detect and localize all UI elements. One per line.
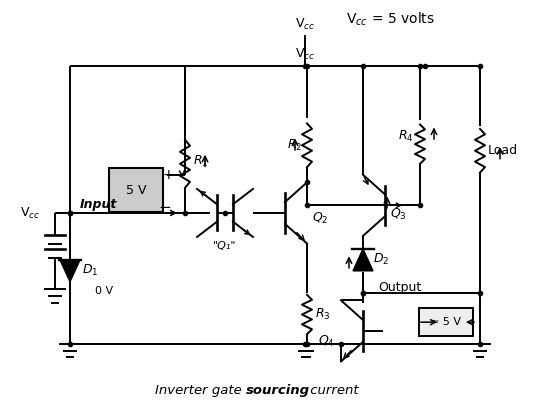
Text: "Q₁": "Q₁" xyxy=(213,241,237,251)
FancyBboxPatch shape xyxy=(109,168,163,212)
Text: $R_4$: $R_4$ xyxy=(398,129,414,144)
Text: V$_{cc}$: V$_{cc}$ xyxy=(295,47,315,62)
Text: −: − xyxy=(158,200,171,215)
Polygon shape xyxy=(60,260,80,282)
Text: $R_2$: $R_2$ xyxy=(287,138,302,153)
Polygon shape xyxy=(353,249,373,271)
Text: $R_3$: $R_3$ xyxy=(315,307,330,322)
Text: 5 V: 5 V xyxy=(126,183,146,197)
Text: $D_1$: $D_1$ xyxy=(82,263,99,278)
Text: Inverter gate: Inverter gate xyxy=(155,384,246,398)
Text: $Q_3$: $Q_3$ xyxy=(390,207,407,222)
FancyBboxPatch shape xyxy=(419,308,473,337)
Text: $R_1$: $R_1$ xyxy=(193,154,208,169)
Text: Load: Load xyxy=(488,144,518,157)
Text: $D_2$: $D_2$ xyxy=(373,252,389,268)
Text: V$_{cc}$: V$_{cc}$ xyxy=(20,205,40,220)
Text: V$_{cc}$: V$_{cc}$ xyxy=(295,17,315,32)
Text: Input: Input xyxy=(80,198,117,211)
Text: $Q_2$: $Q_2$ xyxy=(312,211,328,226)
Text: current: current xyxy=(306,384,359,398)
Text: $Q_4$: $Q_4$ xyxy=(318,334,335,349)
Text: 0 V: 0 V xyxy=(95,286,113,295)
Text: ≈ 5 V: ≈ 5 V xyxy=(431,317,462,327)
Text: Output: Output xyxy=(378,281,421,294)
Text: V$_{cc}$ = 5 volts: V$_{cc}$ = 5 volts xyxy=(345,11,434,28)
Text: sourcing: sourcing xyxy=(246,384,310,398)
Text: +: + xyxy=(162,168,174,182)
